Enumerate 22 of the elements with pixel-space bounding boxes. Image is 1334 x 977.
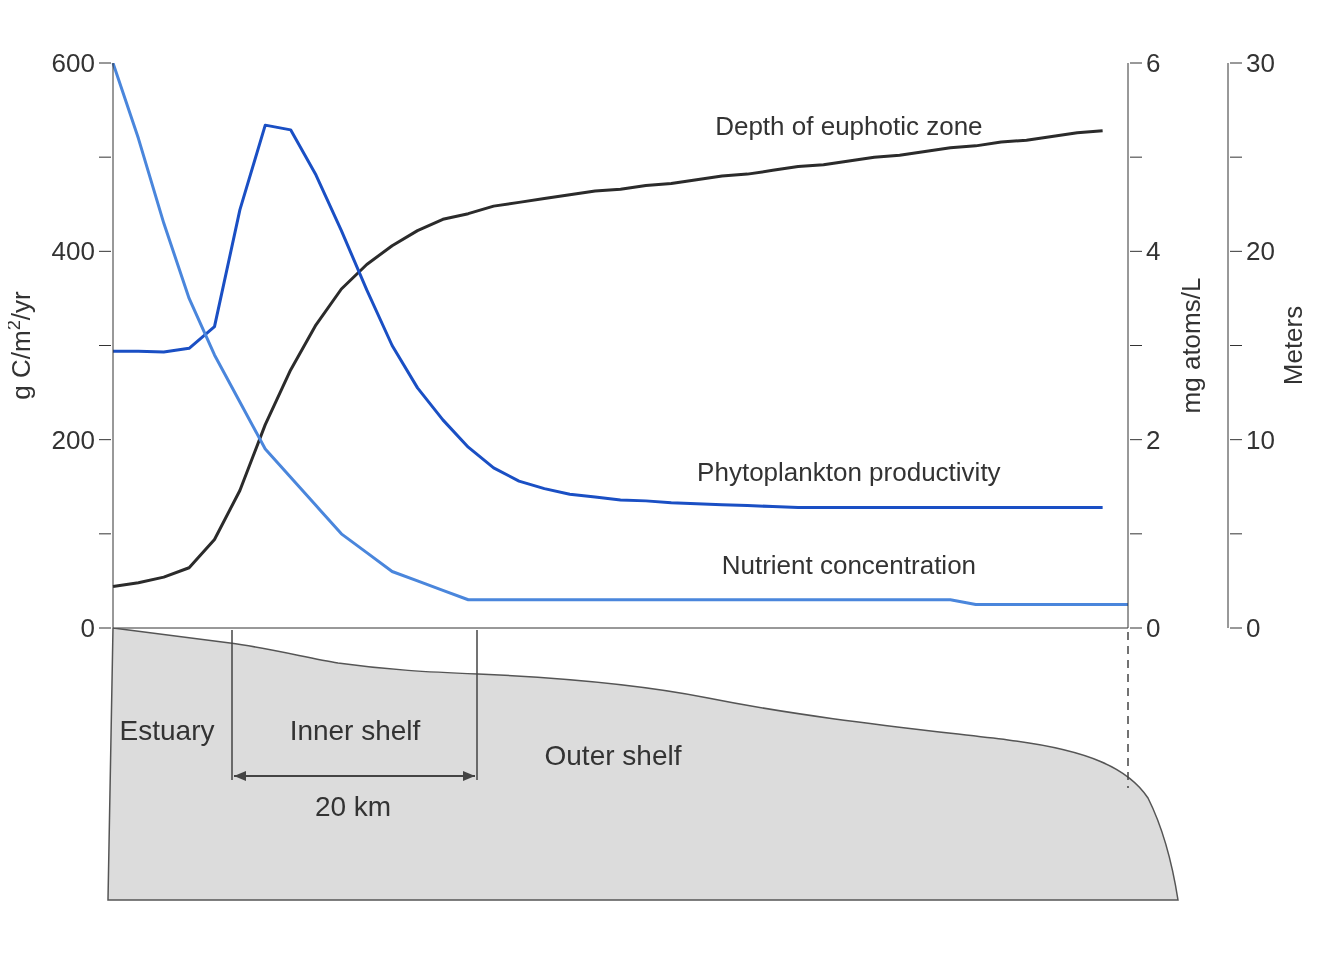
line-series [111, 63, 1130, 606]
y-tick-label: 400 [51, 236, 95, 267]
y3-tick-label: 10 [1246, 424, 1275, 455]
y-tick-label: 200 [51, 424, 95, 455]
text: Inner shelf [289, 715, 421, 746]
y2-tick-label: 2 [1146, 424, 1161, 455]
text: 20 km [314, 791, 392, 822]
y-tick-label: 600 [51, 48, 95, 79]
y3-tick-label: 30 [1246, 48, 1275, 79]
y2-tick-label: 6 [1146, 48, 1161, 79]
text: Outer shelf [544, 740, 682, 771]
series-label: Depth of euphotic zone [715, 110, 983, 141]
y2-tick-label: 4 [1146, 236, 1161, 267]
series-label: Nutrient concentration [721, 549, 977, 580]
y3-tick-label: 0 [1246, 613, 1261, 644]
y-tick-label: 0 [80, 613, 95, 644]
y3-axis-title: Meters [1278, 305, 1308, 386]
y2-tick-label: 0 [1146, 613, 1161, 644]
y3-tick-label: 20 [1246, 236, 1275, 267]
series-label: Phytoplankton productivity [697, 457, 1001, 488]
y2-axis-title: mg atoms/L [1176, 277, 1206, 414]
text: Estuary [119, 715, 215, 746]
